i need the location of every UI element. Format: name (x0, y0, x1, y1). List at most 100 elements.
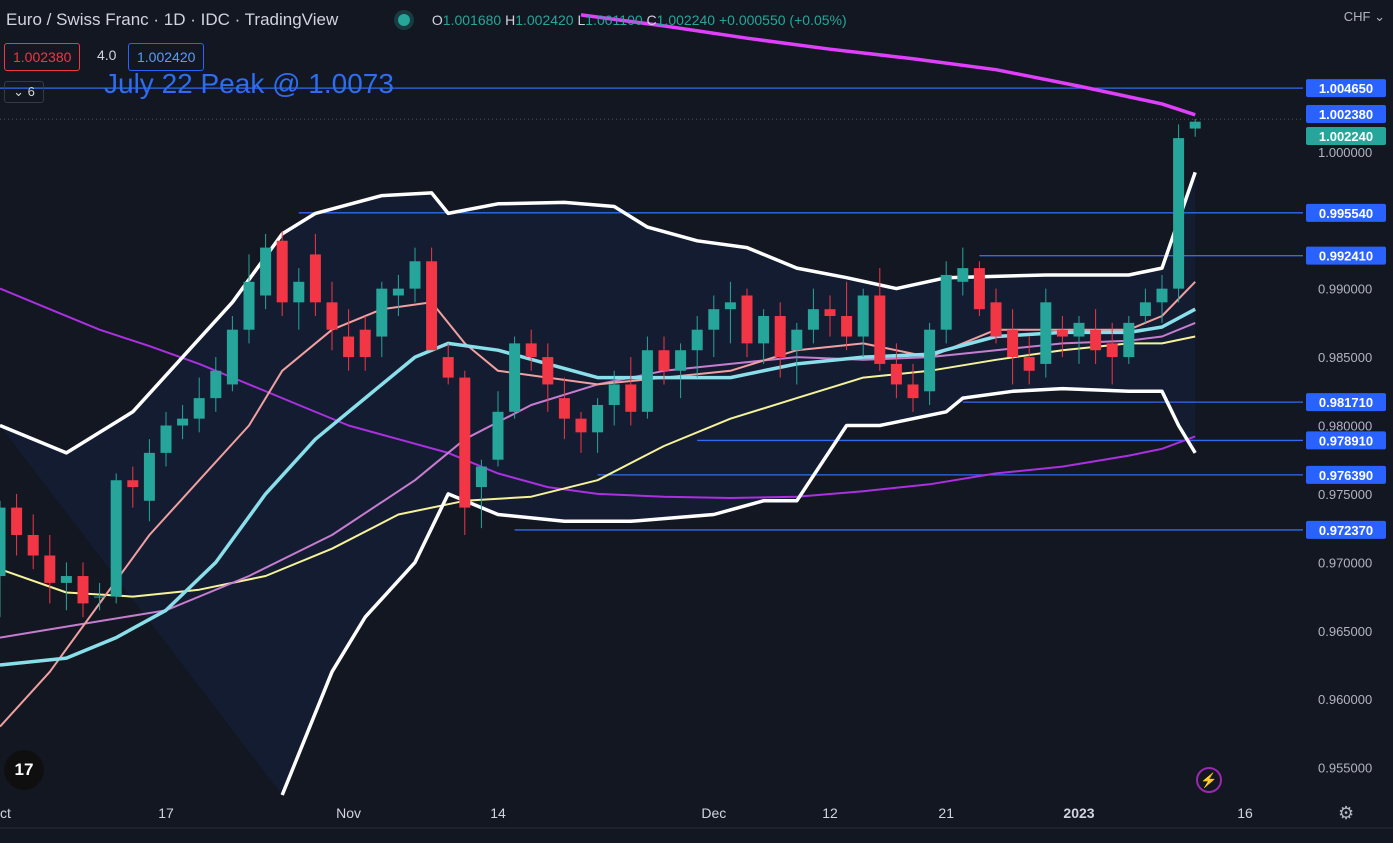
current-price-tag (1306, 127, 1386, 145)
price-tick-label: 0.965000 (1318, 624, 1372, 639)
candle (77, 576, 89, 604)
candle (824, 309, 836, 317)
candle (1007, 329, 1019, 358)
candle (641, 350, 653, 412)
indicators-count: 6 (27, 84, 35, 99)
ohlc-readout: O1.001680 H1.002420 L1.001100 C1.002240 … (398, 12, 847, 28)
candle (1023, 357, 1035, 371)
candle (326, 302, 338, 330)
candle (807, 309, 819, 330)
candle (890, 363, 902, 385)
candle (957, 268, 969, 282)
close-label: C (646, 12, 657, 28)
close-value: 1.002240 (656, 12, 716, 28)
price-tick-label: 0.970000 (1318, 555, 1372, 570)
candle (542, 357, 554, 385)
candle (1139, 302, 1151, 317)
price-tick-label: 0.990000 (1318, 282, 1372, 297)
sell-price-button[interactable]: 1.002380 (4, 43, 81, 71)
level-price-tag (1306, 203, 1386, 222)
candle (1056, 329, 1068, 337)
price-tick-label: 0.955000 (1318, 761, 1372, 776)
candle (276, 240, 288, 303)
candle (0, 507, 6, 577)
candle (143, 452, 155, 501)
time-tick-label: Dec (701, 805, 726, 821)
candle (94, 596, 106, 598)
time-tick-label: 12 (822, 805, 838, 821)
candle (874, 295, 886, 364)
sma200-magenta-line (580, 13, 1196, 117)
candle (1073, 322, 1085, 337)
candle (708, 309, 720, 330)
candle (60, 576, 72, 583)
candle (758, 316, 770, 344)
candle (724, 302, 736, 310)
high-value: 1.002420 (515, 12, 574, 28)
level-price-tag (1306, 393, 1386, 412)
candle (1156, 288, 1168, 303)
candle (1189, 121, 1201, 129)
level-price-tag (1306, 520, 1386, 539)
current-price-tag (1306, 105, 1386, 123)
symbol-title[interactable]: Euro / Swiss Franc · 1D · IDC · TradingV… (6, 10, 339, 29)
chevron-down-icon: ⌄ (1374, 9, 1385, 24)
candle (691, 329, 703, 351)
level-price-label: 0.978910 (1319, 433, 1373, 448)
chevron-down-icon: ⌄ (13, 84, 25, 99)
sma-yellow-line (0, 335, 1196, 598)
change-value: +0.000550 (+0.05%) (718, 12, 847, 28)
candle (260, 247, 272, 296)
open-label: O (431, 12, 443, 28)
candle (27, 534, 39, 556)
candle (226, 329, 238, 385)
candle (243, 281, 255, 330)
candle (924, 329, 936, 392)
time-tick-label: 16 (1237, 805, 1253, 821)
time-tick-label: 14 (490, 805, 506, 821)
level-price-tag (1306, 465, 1386, 484)
current-price-label: 1.002240 (1319, 129, 1373, 144)
buy-price-button[interactable]: 1.002420 (128, 43, 205, 71)
low-value: 1.001100 (585, 12, 643, 28)
candle (907, 384, 919, 399)
low-label: L (577, 12, 586, 28)
candle (1173, 138, 1185, 289)
candle (11, 507, 23, 535)
open-value: 1.001680 (442, 12, 502, 28)
candle (293, 281, 305, 303)
candle (1123, 322, 1135, 358)
candle (376, 288, 388, 337)
price-tick-label: 0.985000 (1318, 350, 1372, 365)
candle (575, 418, 587, 433)
candle (193, 398, 205, 419)
time-tick-label: 21 (938, 805, 954, 821)
candle (309, 254, 321, 303)
indicators-toggle-button[interactable]: ⌄ 6 (4, 81, 44, 103)
candle (525, 343, 537, 358)
candle (940, 274, 952, 330)
tradingview-logo[interactable]: 17 (4, 750, 44, 790)
level-price-tag (1306, 246, 1386, 265)
price-tick-label: 0.960000 (1318, 692, 1372, 707)
high-label: H (505, 12, 516, 28)
bollinger-lower-line (280, 386, 1197, 796)
candle (973, 268, 985, 310)
candle (492, 411, 504, 460)
lightning-icon[interactable]: ⚡ (1196, 767, 1222, 793)
price-tick-label: 0.980000 (1318, 419, 1372, 434)
gear-icon[interactable]: ⚙ (1338, 803, 1355, 823)
currency-selector[interactable]: CHF ⌄ (1344, 9, 1385, 25)
time-tick-label: ct (0, 805, 11, 821)
market-status-icon (398, 14, 410, 26)
time-tick-label: 17 (158, 805, 174, 821)
candle (1106, 343, 1118, 358)
ema-pink-line (0, 281, 1196, 728)
candle (675, 350, 687, 371)
level-price-label: 1.004650 (1319, 81, 1373, 96)
time-tick-label: 2023 (1063, 805, 1094, 821)
candle (608, 384, 620, 405)
candle (741, 295, 753, 344)
